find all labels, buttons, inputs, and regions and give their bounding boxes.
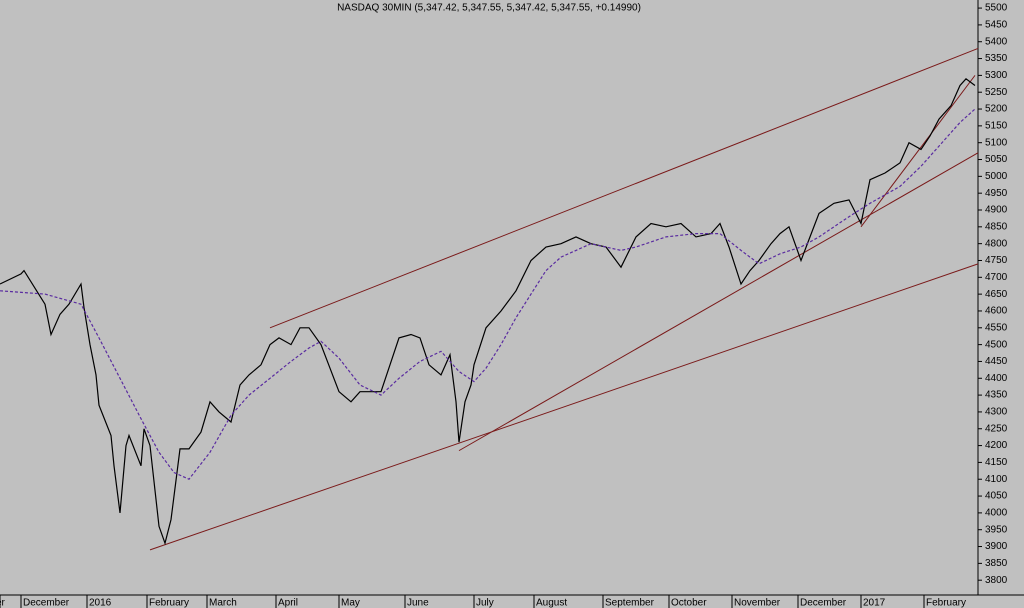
trendline xyxy=(458,152,979,452)
trendline xyxy=(149,263,979,551)
x-tick-label: 2016 xyxy=(89,598,112,608)
x-tick-label: June xyxy=(407,598,429,608)
price-line xyxy=(0,77,976,546)
y-tick-label: 4400 xyxy=(985,373,1008,384)
y-tick-label: 4300 xyxy=(985,407,1008,418)
y-tick-label: 5100 xyxy=(985,137,1008,148)
y-tick-label: 3850 xyxy=(985,558,1008,569)
y-tick-label: 5150 xyxy=(985,121,1008,132)
x-tick-label: July xyxy=(476,598,494,608)
y-tick-label: 4050 xyxy=(985,491,1008,502)
y-tick-label: 4250 xyxy=(985,423,1008,434)
y-tick-label: 4750 xyxy=(985,255,1008,266)
y-tick-label: 4350 xyxy=(985,390,1008,401)
x-tick-label: December xyxy=(800,598,847,608)
x-tick-label: November xyxy=(734,598,781,608)
y-tick-label: 4850 xyxy=(985,221,1008,232)
y-tick-label: 5400 xyxy=(985,36,1008,47)
y-tick-label: 5250 xyxy=(985,87,1008,98)
x-tick-label: October xyxy=(671,598,707,608)
y-tick-label: 4450 xyxy=(985,356,1008,367)
y-tick-label: 3900 xyxy=(985,541,1008,552)
trendline xyxy=(269,47,979,329)
y-tick-label: 5300 xyxy=(985,70,1008,81)
chart-title: NASDAQ 30MIN (5,347.42, 5,347.55, 5,347.… xyxy=(337,3,641,14)
y-tick-label: 5350 xyxy=(985,53,1008,64)
y-tick-label: 4650 xyxy=(985,289,1008,300)
x-tick-label: September xyxy=(605,598,655,608)
x-tick-label: April xyxy=(278,598,298,608)
y-tick-label: 4700 xyxy=(985,272,1008,283)
trendline xyxy=(860,75,976,228)
y-tick-label: 4800 xyxy=(985,238,1008,249)
y-tick-label: 4150 xyxy=(985,457,1008,468)
y-tick-label: 4200 xyxy=(985,440,1008,451)
y-tick-label: 4900 xyxy=(985,205,1008,216)
x-tick-label: March xyxy=(209,598,237,608)
x-tick-label: February xyxy=(149,598,189,608)
x-tick-label: February xyxy=(926,598,966,608)
moving-average-line xyxy=(0,108,976,480)
x-tick-label: 2017 xyxy=(863,598,886,608)
y-tick-label: 4000 xyxy=(985,508,1008,519)
x-tick-label: May xyxy=(341,598,360,608)
y-tick-label: 5450 xyxy=(985,20,1008,31)
x-tick-label: December xyxy=(23,598,70,608)
x-tick-label: August xyxy=(536,598,567,608)
y-tick-label: 3950 xyxy=(985,524,1008,535)
x-tick-label: er xyxy=(0,598,6,608)
y-tick-label: 4500 xyxy=(985,339,1008,350)
y-tick-label: 4550 xyxy=(985,322,1008,333)
y-tick-label: 5200 xyxy=(985,104,1008,115)
y-tick-label: 5500 xyxy=(985,3,1008,14)
y-tick-label: 4950 xyxy=(985,188,1008,199)
y-tick-label: 5050 xyxy=(985,154,1008,165)
y-tick-label: 4600 xyxy=(985,306,1008,317)
y-tick-label: 4100 xyxy=(985,474,1008,485)
y-tick-label: 5000 xyxy=(985,171,1008,182)
y-tick-label: 3800 xyxy=(985,575,1008,586)
